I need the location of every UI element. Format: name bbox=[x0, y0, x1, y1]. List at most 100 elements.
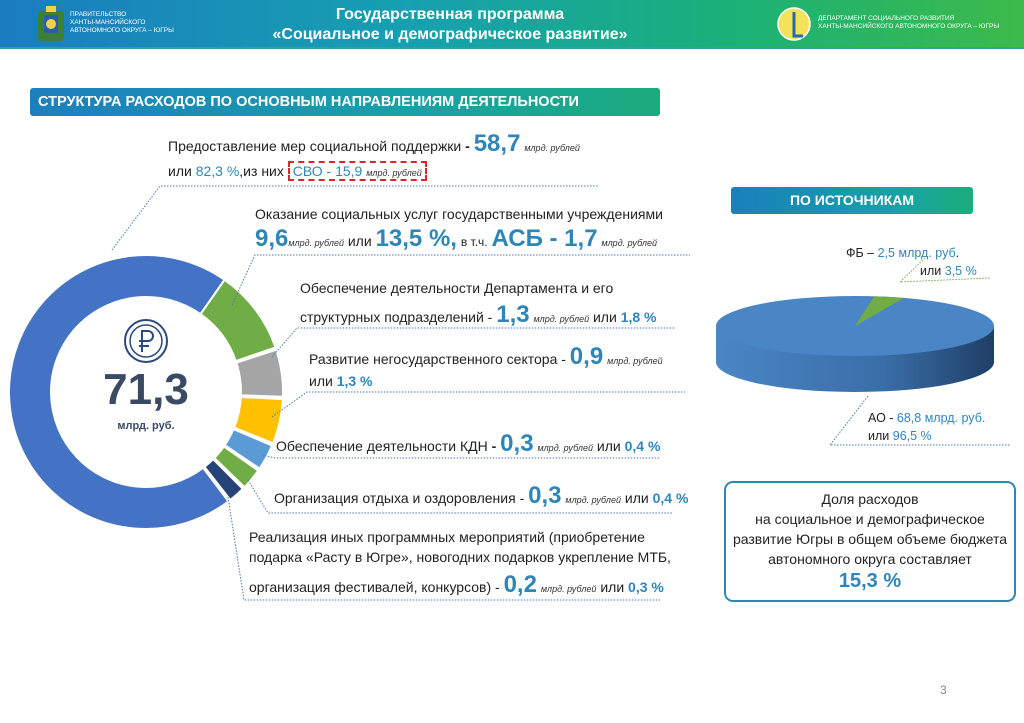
leader-lines bbox=[111, 185, 1010, 601]
org-line: ПРАВИТЕЛЬСТВО bbox=[70, 11, 127, 18]
share-line: на социальное и демографическое bbox=[755, 511, 985, 527]
leader-line bbox=[271, 327, 675, 358]
asb-value: АСБ - 1,7 bbox=[491, 225, 598, 252]
item-value: 58,7 bbox=[473, 130, 521, 157]
ao-name: АО - bbox=[868, 411, 894, 425]
item-label: Обеспечение деятельности КДН bbox=[276, 438, 488, 454]
item-other-events-line2: подарка «Расту в Югре», новогодних подар… bbox=[249, 549, 671, 565]
ao-label: АО - 68,8 млрд. руб. bbox=[868, 409, 985, 427]
fb-percent-line: или 3,5 % bbox=[920, 262, 977, 280]
item-label: структурных подразделений - bbox=[300, 309, 493, 325]
or-label: или bbox=[920, 264, 942, 278]
leader-line bbox=[271, 391, 685, 418]
share-line: развитие Югры в общем объеме бюджета bbox=[732, 531, 1008, 547]
page-number: 3 bbox=[940, 683, 947, 697]
total-unit: млрд. руб. bbox=[117, 420, 175, 432]
donut-segment bbox=[232, 395, 284, 445]
item-label: Развитие негосударственного сектора - bbox=[309, 351, 566, 367]
item-value: 9,6 bbox=[255, 225, 289, 252]
item-kdn: Обеспечение деятельности КДН - 0,3 млрд.… bbox=[276, 432, 660, 460]
title-line: «Социальное и демографическое развитие» bbox=[272, 26, 628, 43]
or-label: или bbox=[168, 163, 192, 179]
coat-of-arms-logo bbox=[38, 6, 64, 41]
title-line: Государственная программа bbox=[335, 6, 565, 23]
item-percent: 13,5 %, bbox=[375, 225, 457, 252]
item-unit: млрд. рублей bbox=[537, 443, 594, 453]
or-label: или bbox=[868, 429, 890, 443]
svo-value: СВО - 15,9 bbox=[292, 163, 363, 179]
budget-share-box: Доля расходов на социальное и демографич… bbox=[724, 481, 1016, 602]
donut-segment bbox=[235, 348, 284, 398]
share-line: Доля расходов bbox=[821, 491, 919, 507]
or-label: или bbox=[600, 579, 625, 595]
share-value: 15,3 % bbox=[838, 570, 902, 592]
item-unit: млрд. рублей bbox=[565, 495, 621, 505]
item-social-support: Предоставление мер социальной поддержки … bbox=[168, 132, 580, 157]
department-org-name: ДЕПАРТАМЕНТ СОЦИАЛЬНОГО РАЗВИТИЯ ХАНТЫ-М… bbox=[818, 15, 999, 31]
item-percent: 1,3 % bbox=[336, 373, 373, 389]
fb-label: ФБ – 2,5 млрд. руб. bbox=[846, 244, 959, 262]
item-social-support-line2: или 82,3 %,из них СВО - 15,9 млрд. рубле… bbox=[168, 161, 427, 182]
item-unit: млрд. рублей bbox=[366, 168, 422, 178]
item-percent: 0,3 % bbox=[628, 579, 664, 595]
item-percent: 0,4 % bbox=[624, 438, 661, 454]
item-label: Организация отдыха и оздоровления - bbox=[274, 490, 525, 506]
svo-highlight: СВО - 15,9 млрд. рублей bbox=[287, 161, 427, 181]
item-social-services: Оказание социальных услуг государственны… bbox=[255, 206, 663, 222]
fb-amount: 2,5 млрд. руб bbox=[877, 246, 956, 260]
item-nongov-sector: Развитие негосударственного сектора - 0,… bbox=[309, 345, 663, 373]
org-line: ДЕПАРТАМЕНТ СОЦИАЛЬНОГО РАЗВИТИЯ bbox=[818, 15, 955, 22]
item-other-events: Реализация иных программных мероприятий … bbox=[249, 529, 645, 545]
item-extra-prefix: ,из них bbox=[239, 163, 284, 179]
page-title: Государственная программа «Социальное и … bbox=[250, 5, 650, 45]
org-line: ХАНТЫ-МАНСИЙСКОГО bbox=[70, 19, 146, 26]
department-logo bbox=[777, 7, 811, 41]
item-unit: млрд. рублей bbox=[607, 356, 663, 366]
donut-segment bbox=[8, 254, 230, 530]
item-value: 0,3 bbox=[528, 482, 562, 509]
item-other-events-line3: организация фестивалей, конкурсов) - 0,2… bbox=[249, 573, 664, 601]
donut-segment bbox=[223, 427, 274, 470]
item-nongov-sector-line2: или 1,3 % bbox=[309, 372, 373, 390]
org-line: ХАНТЫ-МАНСИЙСКОГО АВТОНОМНОГО ОКРУГА – Ю… bbox=[818, 23, 1000, 30]
donut-chart bbox=[8, 254, 284, 530]
fb-percent: 3,5 % bbox=[944, 264, 977, 278]
sources-title: ПО ИСТОЧНИКАМ bbox=[731, 187, 973, 214]
org-line: АВТОНОМНОГО ОКРУГА – ЮГРЫ bbox=[70, 27, 174, 34]
item-recreation: Организация отдыха и оздоровления - 0,3 … bbox=[274, 484, 688, 512]
item-unit: млрд. рублей bbox=[524, 143, 580, 153]
item-department: Обеспечение деятельности Департамента и … bbox=[300, 280, 614, 296]
item-value: 1,3 bbox=[496, 301, 530, 328]
item-unit: млрд. рублей bbox=[601, 238, 658, 248]
donut-segment bbox=[203, 457, 245, 502]
leader-line bbox=[247, 479, 672, 514]
fb-dot: . bbox=[955, 246, 960, 260]
item-unit: млрд. рублей bbox=[533, 314, 590, 324]
item-percent: 0,4 % bbox=[652, 490, 689, 506]
government-org-name: ПРАВИТЕЛЬСТВО ХАНТЫ-МАНСИЙСКОГО АВТОНОМН… bbox=[70, 11, 174, 35]
total-amount: 71,3 bbox=[103, 365, 189, 414]
donut-segment bbox=[212, 445, 260, 489]
ruble-icon bbox=[124, 319, 168, 363]
leader-line bbox=[227, 496, 660, 601]
fb-name: ФБ – bbox=[846, 246, 875, 260]
ao-percent: 96,5 % bbox=[892, 429, 932, 443]
item-value: 0,2 bbox=[503, 571, 537, 598]
or-label: или bbox=[347, 233, 372, 249]
section-title: СТРУКТУРА РАСХОДОВ ПО ОСНОВНЫМ НАПРАВЛЕН… bbox=[30, 88, 660, 116]
header-bar bbox=[0, 0, 1024, 47]
or-label: или bbox=[592, 309, 617, 325]
donut-segment bbox=[199, 278, 277, 363]
item-label: организация фестивалей, конкурсов) - bbox=[249, 579, 500, 595]
or-label: или bbox=[624, 490, 649, 506]
item-label: Предоставление мер социальной поддержки bbox=[168, 138, 462, 154]
item-department-line2: структурных подразделений - 1,3 млрд. ру… bbox=[300, 303, 657, 331]
item-value: 0,9 bbox=[569, 343, 604, 370]
header-divider bbox=[0, 47, 1024, 49]
ao-percent-line: или 96,5 % bbox=[868, 427, 932, 445]
leader-line bbox=[261, 454, 660, 459]
ao-amount: 68,8 млрд. руб. bbox=[896, 411, 986, 425]
item-percent: 1,8 % bbox=[620, 309, 657, 325]
leader-line bbox=[231, 254, 690, 306]
